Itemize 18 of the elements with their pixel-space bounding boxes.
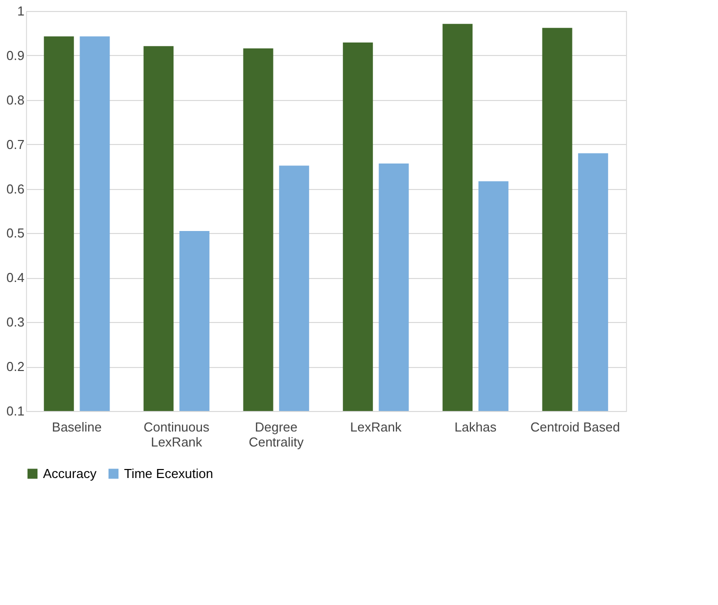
y-tick-label: 0.2 [6, 359, 24, 374]
y-tick-label: 0.6 [6, 181, 24, 196]
y-tick-label: 0.4 [6, 270, 24, 286]
x-tick-label: LexRank [350, 420, 402, 434]
y-tick-label: 0.7 [6, 136, 24, 152]
x-tick-label: Lakhas [454, 420, 497, 434]
y-tick-label: 0.3 [6, 314, 24, 330]
y-tick-label: 0.1 [6, 404, 24, 418]
y-tick-label: 0.5 [6, 226, 24, 241]
x-tick-label: Continuous LexRank [144, 420, 210, 450]
x-tick-label: Baseline [52, 420, 102, 434]
y-tick-label: 1 [17, 4, 24, 18]
legend-label: Accuracy [43, 466, 97, 481]
x-tick-label: Degree Centrality [248, 420, 304, 450]
y-tick-label: 0.9 [6, 48, 24, 63]
x-tick-label: Centroid Based [530, 420, 620, 434]
legend-label: Time Ecexution [124, 466, 214, 481]
y-tick-label: 0.8 [6, 92, 24, 108]
